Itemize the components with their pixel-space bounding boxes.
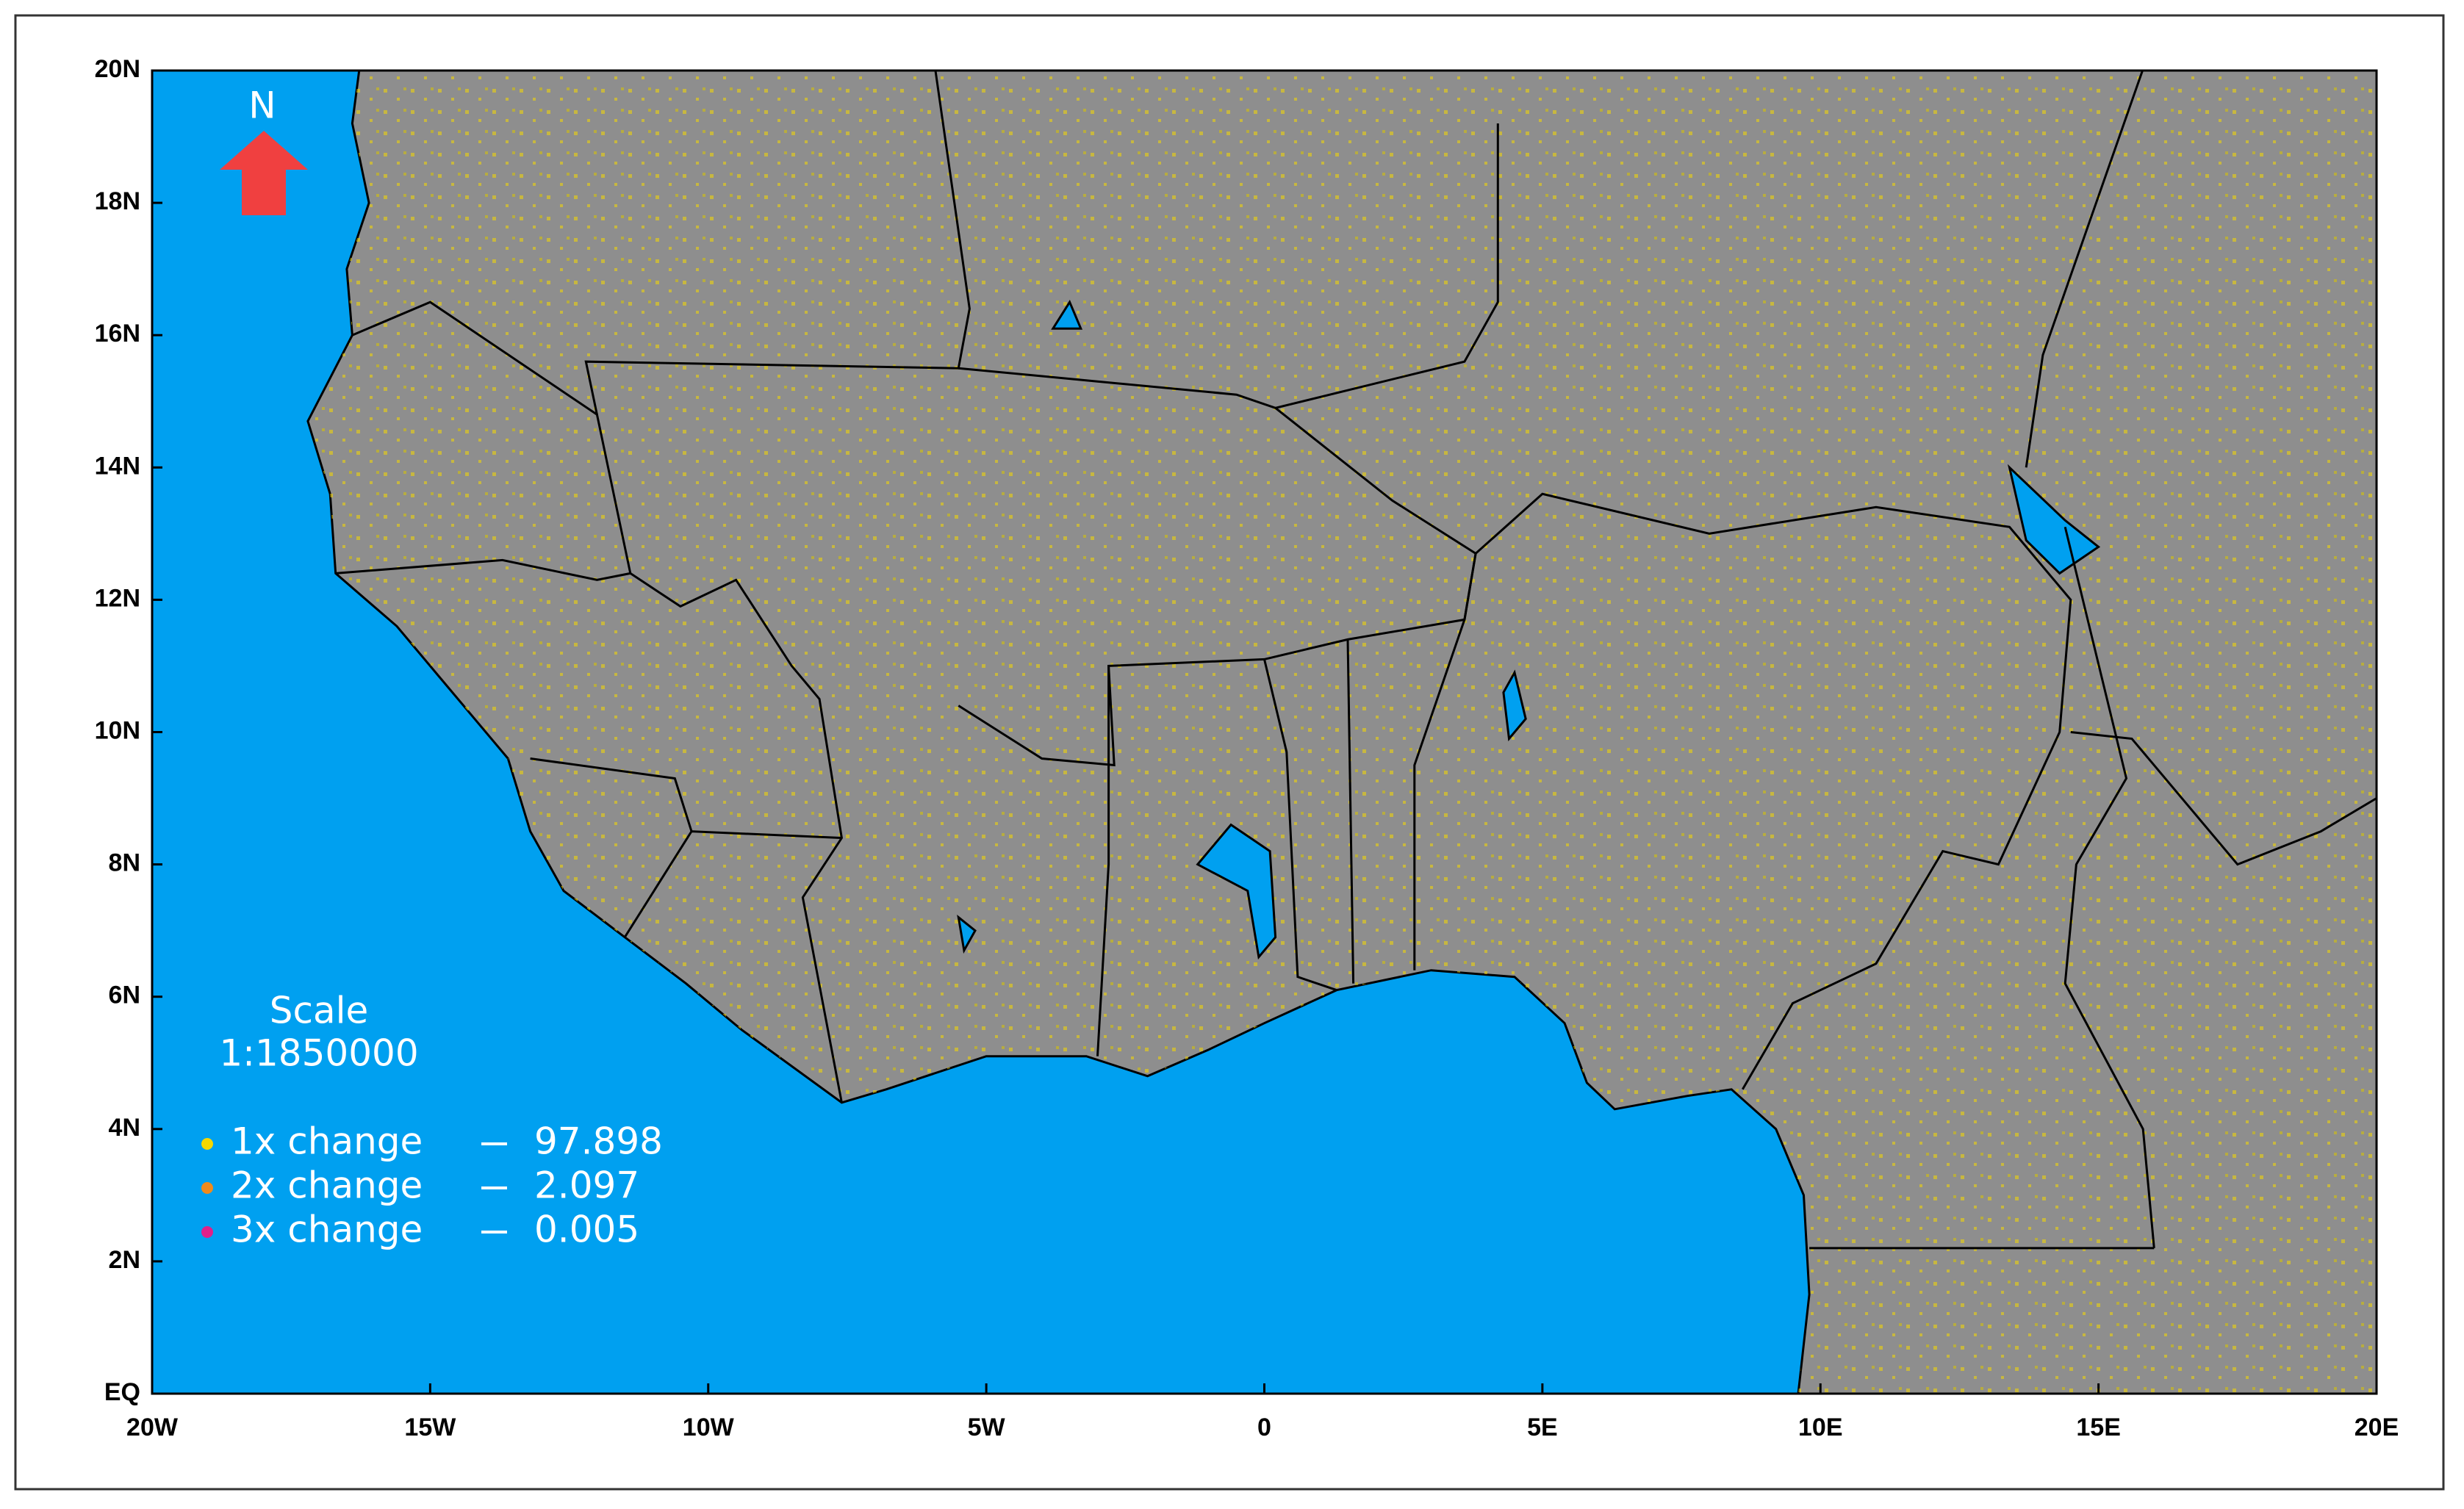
x-tick-label: 15E	[2076, 1413, 2121, 1441]
legend: 1x change 97.898 2x change 2.097 3x change 0.…	[201, 1120, 663, 1251]
lake	[957, 914, 977, 954]
x-tick-label: 5W	[968, 1413, 1006, 1441]
border	[2070, 731, 2377, 866]
y-tick-label: 16N	[95, 320, 140, 347]
y-tick-label: 8N	[109, 849, 140, 877]
lake	[1502, 669, 1527, 742]
border	[1346, 639, 1355, 984]
y-tick-label: 12N	[95, 584, 140, 612]
y-tick-label: 2N	[109, 1246, 140, 1274]
legend-swatch	[201, 1226, 213, 1238]
legend-value: 0.005	[534, 1209, 639, 1251]
border	[2025, 71, 2144, 468]
x-tick-label: 10W	[683, 1413, 735, 1441]
y-tick-label: 10N	[95, 716, 140, 744]
lake	[2007, 464, 2101, 575]
border	[629, 572, 843, 1103]
border	[530, 757, 693, 832]
north-arrow: N	[220, 84, 308, 215]
border	[1413, 619, 1466, 970]
border	[1463, 492, 2072, 1090]
x-tick-label: 15W	[404, 1413, 456, 1441]
x-tick-label: 20W	[126, 1413, 179, 1441]
legend-swatch	[201, 1182, 213, 1194]
plot-area	[152, 71, 2377, 1394]
legend-swatch	[201, 1138, 213, 1150]
border	[958, 407, 1477, 767]
x-tick-label: 10E	[1798, 1413, 1843, 1441]
north-label: N	[248, 84, 276, 127]
y-tick-label: 6N	[109, 982, 140, 1009]
land-texture	[307, 71, 2377, 1394]
legend-value: 2.097	[534, 1164, 639, 1207]
x-tick-label: 5E	[1527, 1413, 1558, 1441]
legend-label: 2x change	[231, 1164, 423, 1207]
arrow-head	[220, 131, 308, 170]
scale-value: 1:1850000	[219, 1032, 418, 1075]
y-tick-label: 14N	[95, 452, 140, 480]
axes: 20W 15W 10W 5W 0 5E 10E 15E 20E EQ 2N 4N 6N 8N 10N 12N 1…	[95, 55, 2399, 1441]
x-tick-label: 0	[1257, 1413, 1271, 1441]
border	[1263, 659, 1337, 992]
x-tick-label: 20E	[2355, 1413, 2399, 1441]
lake	[1051, 299, 1083, 330]
legend-label: 3x change	[231, 1209, 423, 1251]
legend-label: 1x change	[231, 1120, 423, 1163]
y-tick-label: 4N	[109, 1114, 140, 1142]
y-tick-label: 18N	[95, 187, 140, 215]
lake	[1196, 823, 1277, 960]
border	[1096, 666, 1110, 1056]
scale-title: Scale	[270, 990, 369, 1032]
y-tick-label: 20N	[95, 55, 140, 83]
arrow-shaft	[242, 169, 286, 215]
y-tick-label: EQ	[104, 1378, 140, 1406]
legend-value: 97.898	[534, 1120, 663, 1163]
